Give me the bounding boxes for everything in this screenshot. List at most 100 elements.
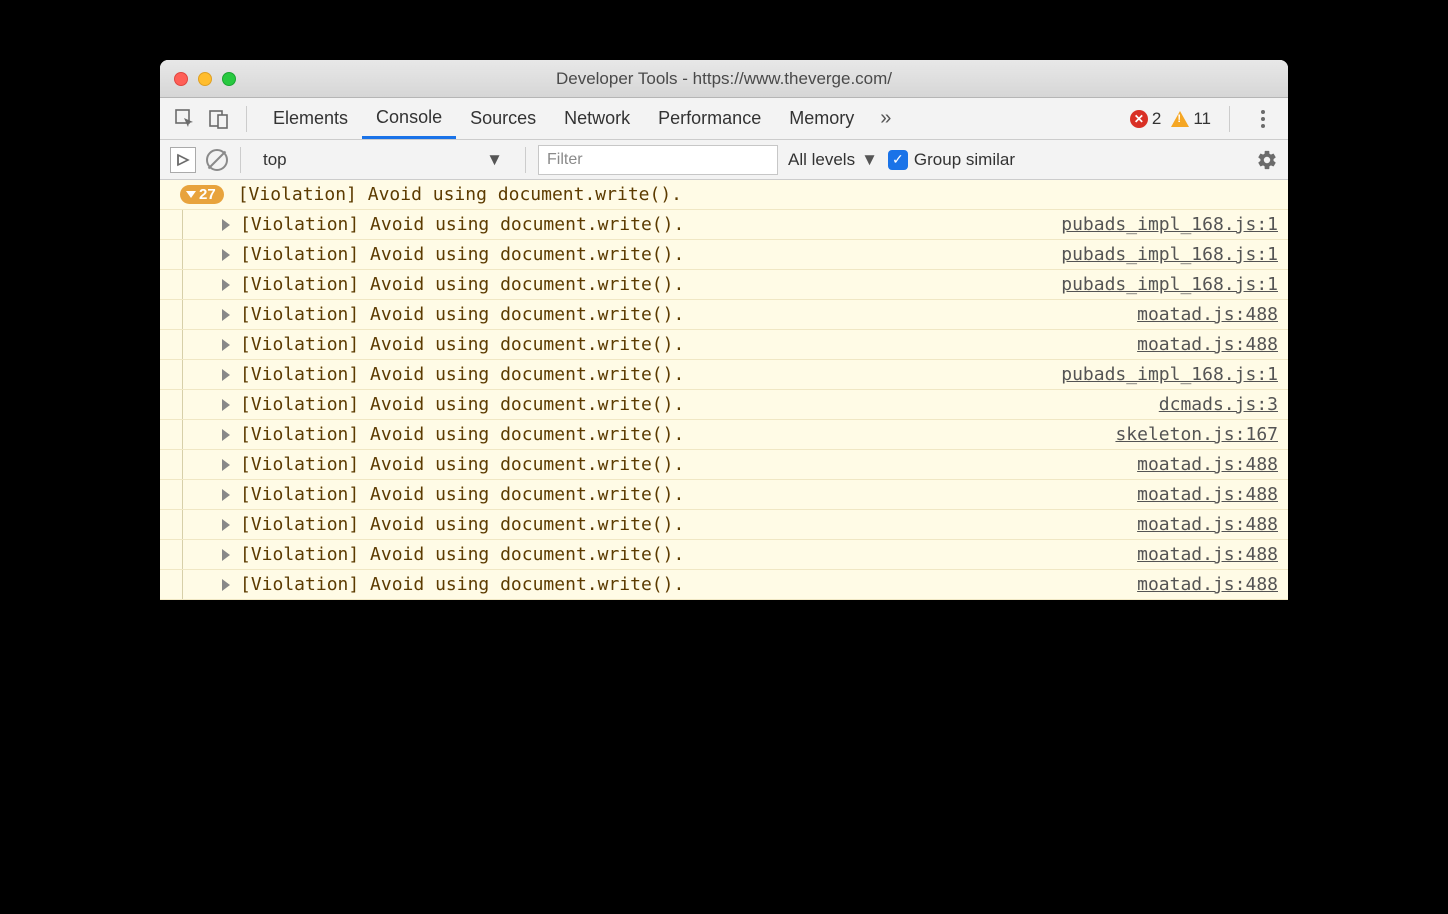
log-source-link[interactable]: moatad.js:488 (1137, 454, 1278, 475)
error-count: 2 (1152, 109, 1161, 129)
group-indent-line (182, 420, 183, 449)
tabs-overflow-button[interactable]: » (872, 107, 899, 130)
disclosure-triangle-icon[interactable] (222, 429, 230, 441)
group-indent-line (182, 300, 183, 329)
checkbox-checked-icon: ✓ (888, 150, 908, 170)
log-source-link[interactable]: pubads_impl_168.js:1 (1061, 364, 1278, 385)
log-message-text: [Violation] Avoid using document.write()… (240, 214, 1061, 235)
log-entry[interactable]: [Violation] Avoid using document.write()… (160, 270, 1288, 300)
toggle-device-icon[interactable] (204, 104, 234, 134)
toolbar-separator (525, 147, 526, 173)
group-indent-line (182, 390, 183, 419)
log-message-text: [Violation] Avoid using document.write()… (240, 484, 1137, 505)
tab-network[interactable]: Network (550, 98, 644, 139)
disclosure-triangle-icon[interactable] (222, 279, 230, 291)
log-entry[interactable]: [Violation] Avoid using document.write()… (160, 210, 1288, 240)
window-titlebar: Developer Tools - https://www.theverge.c… (160, 60, 1288, 98)
log-entry[interactable]: [Violation] Avoid using document.write()… (160, 300, 1288, 330)
log-message-text: [Violation] Avoid using document.write()… (240, 544, 1137, 565)
tab-sources[interactable]: Sources (456, 98, 550, 139)
group-indent-line (182, 480, 183, 509)
warning-count-badge[interactable]: 11 (1171, 109, 1211, 129)
log-source-link[interactable]: moatad.js:488 (1137, 334, 1278, 355)
group-message-text: [Violation] Avoid using document.write()… (238, 184, 682, 205)
chevron-right-double-icon: » (880, 107, 891, 130)
log-message-text: [Violation] Avoid using document.write()… (240, 454, 1137, 475)
log-entry[interactable]: [Violation] Avoid using document.write()… (160, 420, 1288, 450)
group-indent-line (182, 360, 183, 389)
console-messages: 27 [Violation] Avoid using document.writ… (160, 180, 1288, 600)
log-entry[interactable]: [Violation] Avoid using document.write()… (160, 450, 1288, 480)
disclosure-triangle-icon[interactable] (222, 399, 230, 411)
tab-performance[interactable]: Performance (644, 98, 775, 139)
filter-input[interactable] (538, 145, 778, 175)
settings-menu-button[interactable] (1248, 110, 1278, 128)
log-source-link[interactable]: pubads_impl_168.js:1 (1061, 274, 1278, 295)
group-count-badge: 27 (180, 185, 224, 204)
devtools-window: Developer Tools - https://www.theverge.c… (160, 60, 1288, 600)
log-entry[interactable]: [Violation] Avoid using document.write()… (160, 510, 1288, 540)
log-entry[interactable]: [Violation] Avoid using document.write()… (160, 240, 1288, 270)
error-count-badge[interactable]: ✕ 2 (1130, 109, 1161, 129)
disclosure-triangle-icon[interactable] (222, 339, 230, 351)
group-indent-line (182, 240, 183, 269)
clear-console-button[interactable] (206, 149, 228, 171)
disclosure-triangle-icon[interactable] (222, 219, 230, 231)
log-source-link[interactable]: pubads_impl_168.js:1 (1061, 214, 1278, 235)
inspect-element-icon[interactable] (170, 104, 200, 134)
group-count: 27 (199, 186, 216, 203)
disclosure-triangle-icon[interactable] (222, 519, 230, 531)
disclosure-triangle-icon[interactable] (222, 459, 230, 471)
log-message-text: [Violation] Avoid using document.write()… (240, 304, 1137, 325)
log-source-link[interactable]: moatad.js:488 (1137, 304, 1278, 325)
group-indent-line (182, 210, 183, 239)
tab-console[interactable]: Console (362, 98, 456, 139)
log-source-link[interactable]: moatad.js:488 (1137, 544, 1278, 565)
disclosure-triangle-icon[interactable] (222, 579, 230, 591)
group-indent-line (182, 450, 183, 479)
log-message-text: [Violation] Avoid using document.write()… (240, 364, 1061, 385)
log-message-text: [Violation] Avoid using document.write()… (240, 574, 1137, 595)
group-indent-line (182, 570, 183, 599)
window-close-button[interactable] (174, 72, 188, 86)
log-entry[interactable]: [Violation] Avoid using document.write()… (160, 570, 1288, 600)
log-message-text: [Violation] Avoid using document.write()… (240, 424, 1115, 445)
window-zoom-button[interactable] (222, 72, 236, 86)
log-source-link[interactable]: moatad.js:488 (1137, 574, 1278, 595)
log-entry[interactable]: [Violation] Avoid using document.write()… (160, 330, 1288, 360)
log-source-link[interactable]: moatad.js:488 (1137, 484, 1278, 505)
toggle-console-sidebar-button[interactable] (170, 147, 196, 173)
message-group-header[interactable]: 27 [Violation] Avoid using document.writ… (160, 180, 1288, 210)
group-similar-checkbox[interactable]: ✓ Group similar (888, 150, 1015, 170)
disclosure-triangle-icon[interactable] (222, 309, 230, 321)
dropdown-icon: ▼ (861, 150, 878, 170)
disclosure-triangle-icon[interactable] (222, 489, 230, 501)
log-source-link[interactable]: pubads_impl_168.js:1 (1061, 244, 1278, 265)
log-source-link[interactable]: moatad.js:488 (1137, 514, 1278, 535)
levels-label: All levels (788, 150, 855, 170)
log-entry[interactable]: [Violation] Avoid using document.write()… (160, 390, 1288, 420)
window-title: Developer Tools - https://www.theverge.c… (160, 69, 1288, 89)
group-indent-line (182, 270, 183, 299)
panel-tabs: ElementsConsoleSourcesNetworkPerformance… (259, 98, 868, 139)
group-indent-line (182, 540, 183, 569)
log-message-text: [Violation] Avoid using document.write()… (240, 244, 1061, 265)
status-badges: ✕ 2 11 (1130, 106, 1278, 132)
log-levels-select[interactable]: All levels ▼ (788, 150, 878, 170)
log-source-link[interactable]: skeleton.js:167 (1115, 424, 1278, 445)
tab-elements[interactable]: Elements (259, 98, 362, 139)
disclosure-triangle-icon[interactable] (222, 369, 230, 381)
execution-context-select[interactable]: top ▼ (253, 145, 513, 175)
log-entry[interactable]: [Violation] Avoid using document.write()… (160, 480, 1288, 510)
tab-memory[interactable]: Memory (775, 98, 868, 139)
dropdown-icon: ▼ (486, 150, 503, 170)
warning-icon (1171, 111, 1189, 127)
console-settings-button[interactable] (1256, 149, 1278, 171)
group-indent-line (182, 330, 183, 359)
log-entry[interactable]: [Violation] Avoid using document.write()… (160, 540, 1288, 570)
window-minimize-button[interactable] (198, 72, 212, 86)
disclosure-triangle-icon[interactable] (222, 549, 230, 561)
log-source-link[interactable]: dcmads.js:3 (1159, 394, 1278, 415)
disclosure-triangle-icon[interactable] (222, 249, 230, 261)
log-entry[interactable]: [Violation] Avoid using document.write()… (160, 360, 1288, 390)
